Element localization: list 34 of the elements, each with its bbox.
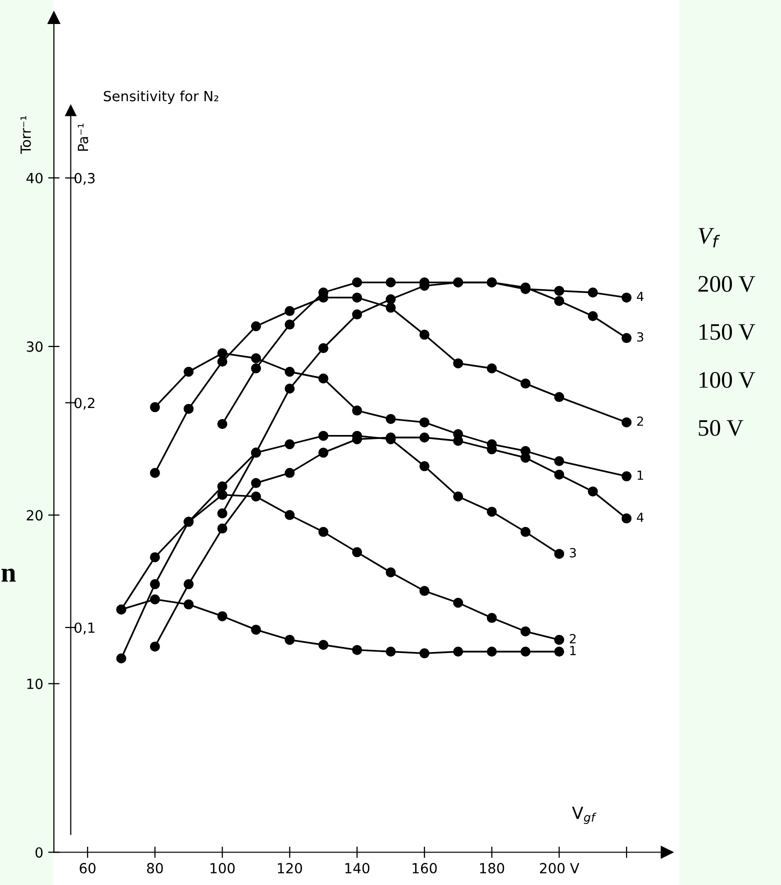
- text: 200 V: [698, 276, 756, 292]
- y-axis-title: Torr⁻¹: [20, 116, 31, 154]
- x-tick-label: 160: [412, 862, 437, 874]
- text: V$_{f}$: [698, 228, 720, 248]
- text: n: [2, 568, 16, 582]
- y2-tick-label: 0,3: [74, 172, 95, 185]
- series-label: 4: [636, 512, 644, 522]
- series-label: 1: [638, 470, 644, 480]
- y-tick-label: 20: [26, 510, 43, 521]
- series-label: 3: [570, 548, 576, 558]
- y2-tick-label: 0,1: [74, 622, 94, 634]
- series-label: 1: [570, 646, 576, 656]
- text: 100 V: [700, 372, 756, 388]
- text: 150 V: [700, 324, 756, 340]
- x-tick-label: 100: [210, 862, 235, 874]
- series-label: 4: [636, 292, 644, 302]
- x-tick-label: 200 V: [540, 862, 580, 874]
- y-tick-label: 40: [26, 172, 43, 184]
- series-label: 3: [637, 332, 644, 342]
- y2-tick-label: 0,2: [74, 398, 94, 410]
- series-label: 2: [570, 634, 576, 644]
- y2-axis-title: Pa⁻¹: [78, 124, 88, 151]
- text: Sensitivity for N₂: [104, 90, 218, 104]
- x-axis-title: V$_{gf}$: [572, 806, 596, 824]
- text: 50 V: [698, 420, 744, 436]
- x-tick-label: 120: [278, 862, 302, 874]
- x-tick-label: 60: [80, 862, 96, 874]
- series-label: 2: [637, 416, 643, 426]
- y-tick-label: 10: [27, 678, 43, 690]
- x-tick-label: 140: [345, 862, 370, 874]
- y-tick-label: 30: [26, 341, 43, 352]
- y-tick-label: 0: [36, 847, 43, 858]
- x-tick-label: 80: [147, 862, 163, 874]
- x-tick-label: 180: [480, 862, 504, 874]
